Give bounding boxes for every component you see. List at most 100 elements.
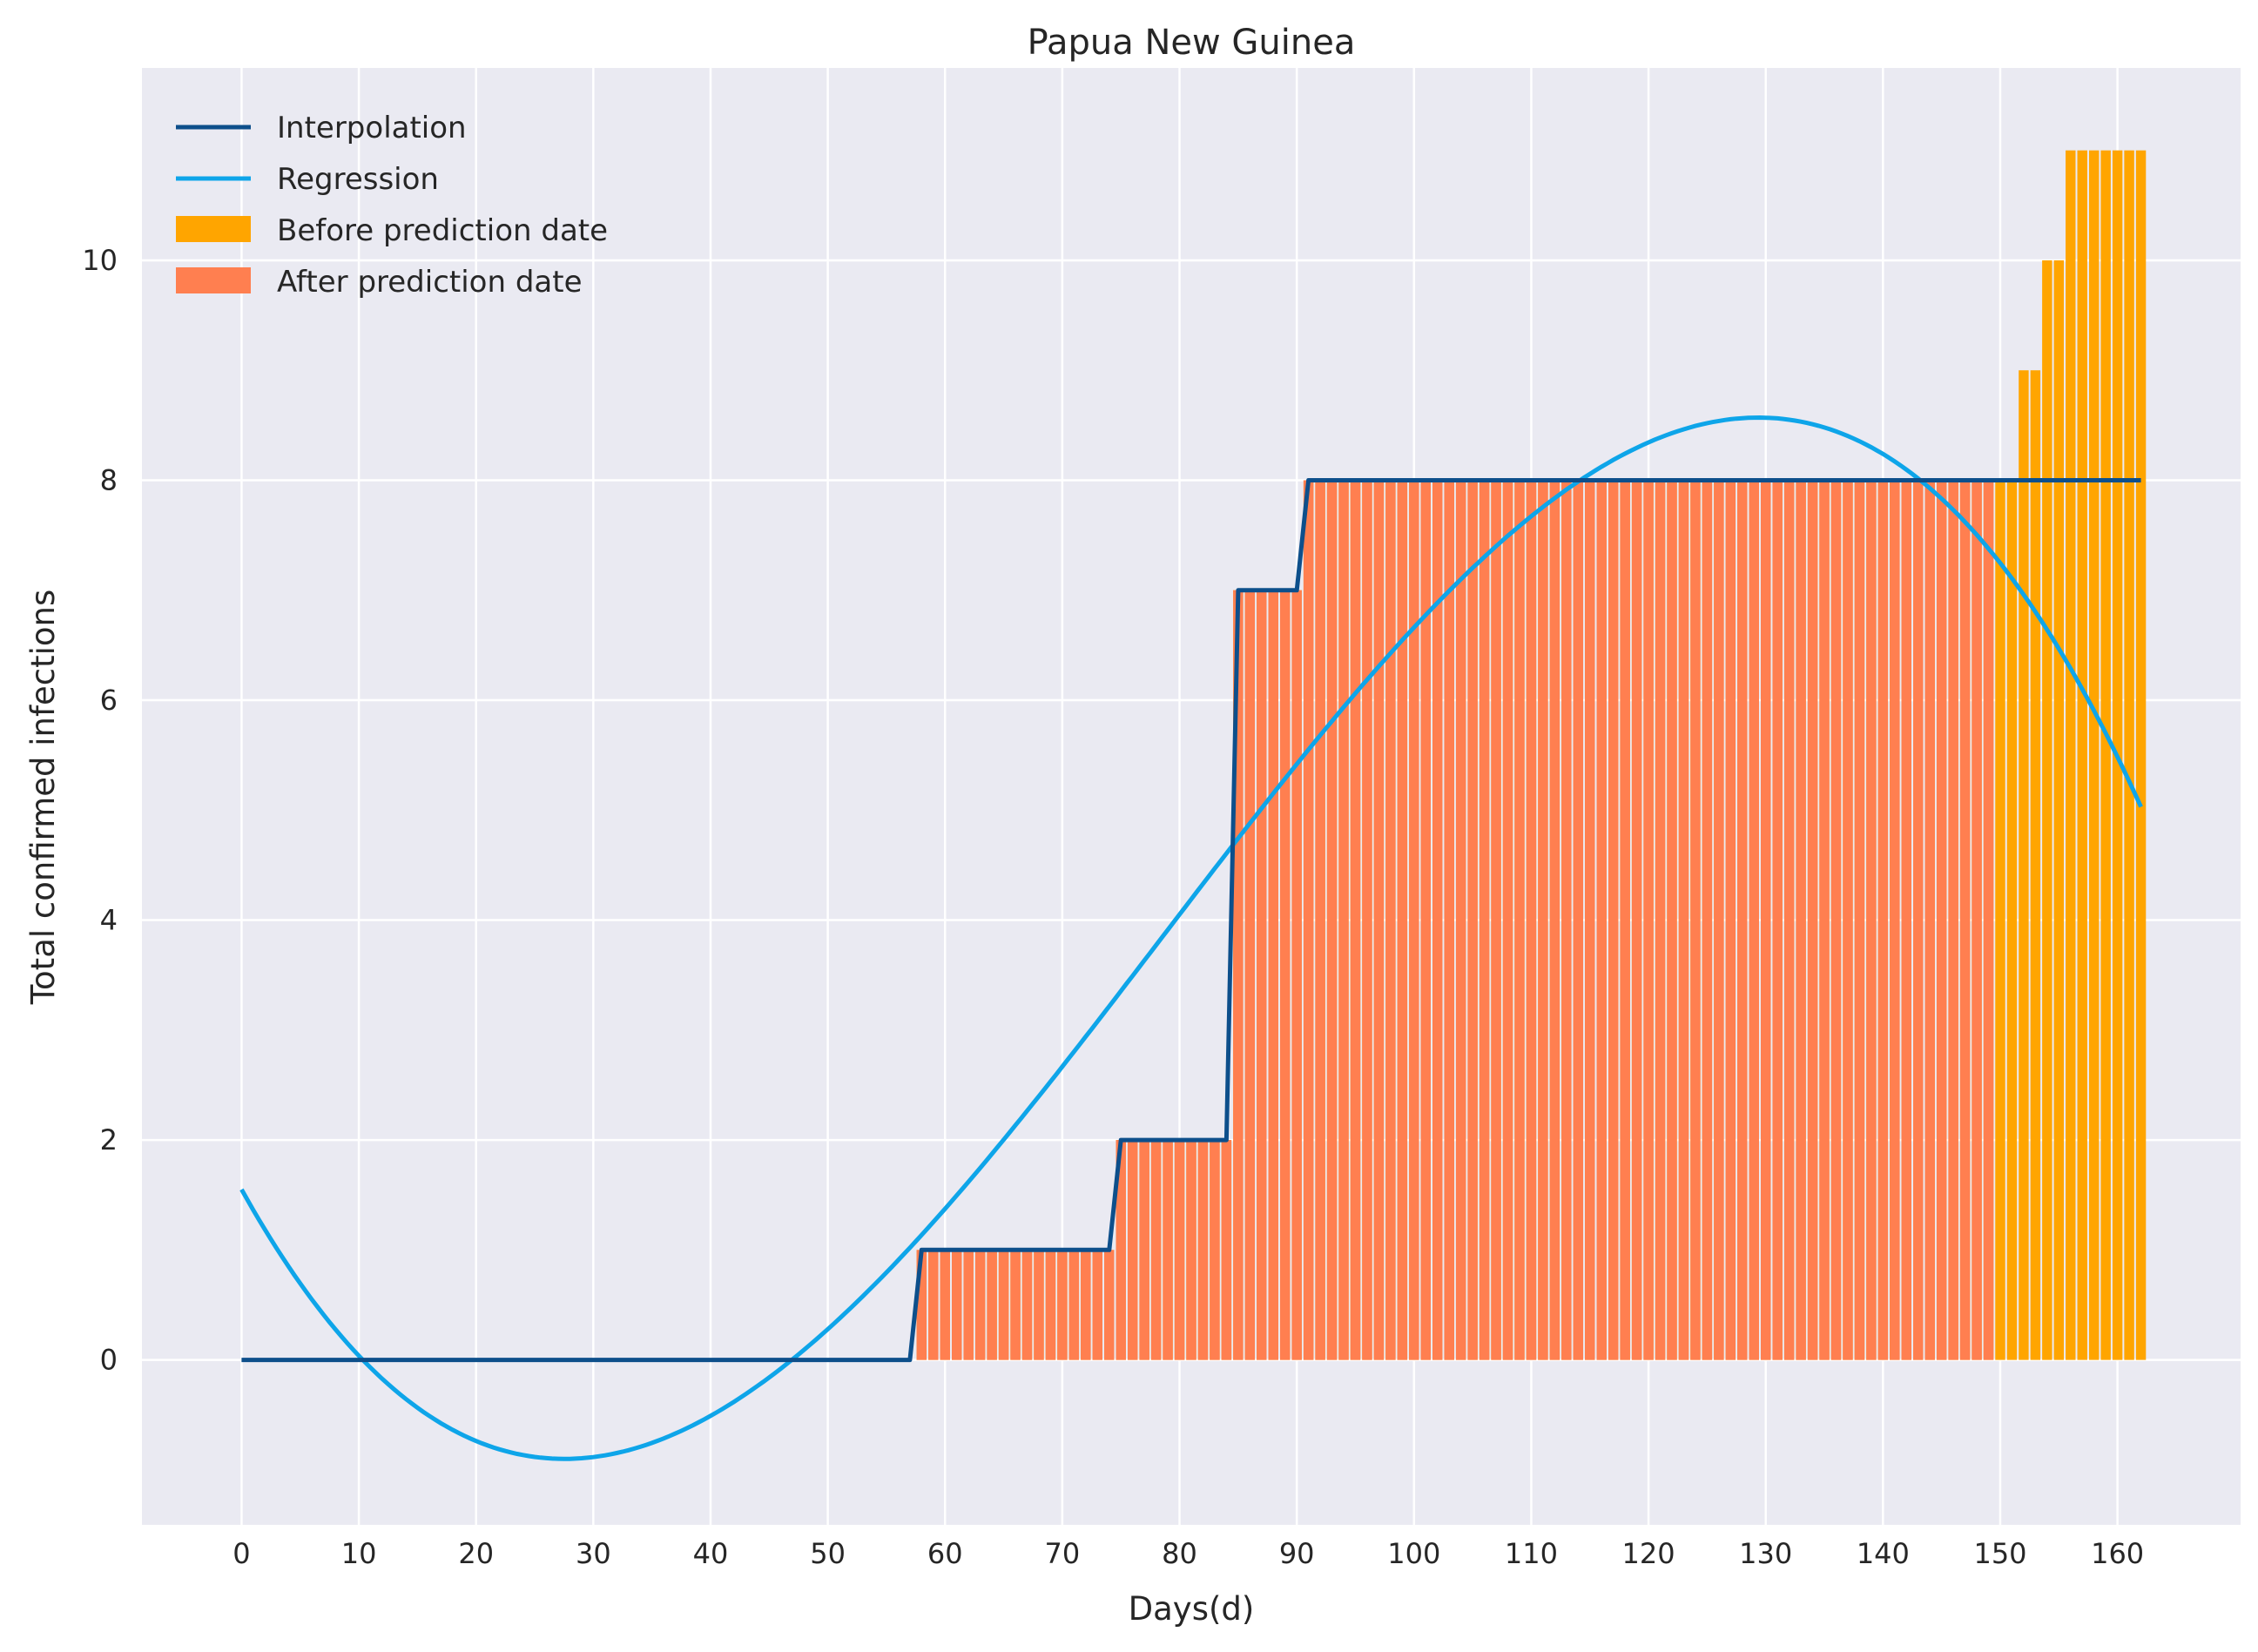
x-tick-label: 30	[576, 1537, 611, 1570]
bar-before-prediction	[2006, 480, 2018, 1360]
bar-after-prediction	[1315, 480, 1325, 1360]
interpolation-line	[241, 478, 2141, 1363]
bar-after-prediction	[1877, 480, 1889, 1360]
bar-after-prediction	[1760, 480, 1771, 1360]
bar-after-prediction	[1526, 480, 1537, 1360]
legend: Interpolation Regression Before predicti…	[176, 111, 608, 300]
bars-after-prediction	[916, 480, 1994, 1360]
bar-after-prediction	[987, 1250, 997, 1360]
legend-label-after-prediction: After prediction date	[277, 265, 583, 300]
bar-after-prediction	[1068, 1250, 1080, 1360]
bar-after-prediction	[1725, 480, 1736, 1360]
x-tick-label: 160	[2091, 1537, 2144, 1570]
bar-after-prediction	[952, 1250, 962, 1360]
x-tick-label: 80	[1162, 1537, 1197, 1570]
bar-after-prediction	[1959, 480, 1971, 1360]
bar-after-prediction	[1186, 1140, 1196, 1360]
bar-before-prediction	[2135, 150, 2147, 1360]
bar-before-prediction	[2088, 150, 2100, 1360]
bar-after-prediction	[1210, 1140, 1220, 1360]
bar-after-prediction	[974, 1250, 986, 1360]
bar-after-prediction	[963, 1250, 974, 1360]
x-tick-label: 50	[810, 1537, 846, 1570]
y-tick-label: 4	[100, 904, 118, 937]
bar-after-prediction	[1350, 480, 1361, 1360]
bar-after-prediction	[1057, 1250, 1068, 1360]
bar-after-prediction	[1491, 480, 1501, 1360]
bar-after-prediction	[1362, 480, 1372, 1360]
bar-after-prediction	[1291, 590, 1302, 1360]
bar-after-prediction	[1373, 480, 1385, 1360]
regression-line	[239, 415, 2143, 1461]
bar-after-prediction	[1502, 480, 1513, 1360]
bar-after-prediction	[1901, 480, 1912, 1360]
bar-after-prediction	[1163, 1140, 1173, 1360]
bar-after-prediction	[1397, 480, 1408, 1360]
x-tick-label: 110	[1505, 1537, 1558, 1570]
y-tick-label: 2	[100, 1123, 118, 1156]
x-tick-label: 100	[1387, 1537, 1440, 1570]
bar-after-prediction	[1913, 480, 1924, 1360]
bar-after-prediction	[1338, 480, 1349, 1360]
bar-after-prediction	[1221, 1140, 1232, 1360]
bar-after-prediction	[1585, 480, 1595, 1360]
bar-after-prediction	[1021, 1250, 1033, 1360]
bar-after-prediction	[1690, 480, 1701, 1360]
bar-after-prediction	[1326, 480, 1338, 1360]
bar-after-prediction	[1608, 480, 1619, 1360]
chart-title: Papua New Guinea	[1028, 23, 1356, 63]
bar-after-prediction	[1667, 480, 1677, 1360]
bar-before-prediction	[2019, 370, 2029, 1360]
x-tick-label: 10	[341, 1537, 377, 1570]
bar-after-prediction	[1573, 480, 1584, 1360]
bar-after-prediction	[1783, 480, 1795, 1360]
bar-after-prediction	[1843, 480, 1853, 1360]
bar-before-prediction	[2042, 260, 2052, 1360]
legend-label-regression: Regression	[277, 162, 439, 197]
y-tick-label: 6	[100, 684, 118, 717]
bar-after-prediction	[1467, 480, 1478, 1360]
bar-after-prediction	[1749, 480, 1759, 1360]
bar-after-prediction	[1714, 480, 1724, 1360]
bar-after-prediction	[1819, 480, 1830, 1360]
bar-after-prediction	[1796, 480, 1806, 1360]
bar-after-prediction	[1455, 480, 1466, 1360]
x-tick-label: 120	[1622, 1537, 1675, 1570]
bar-after-prediction	[998, 1250, 1009, 1360]
bar-after-prediction	[1631, 480, 1642, 1360]
bar-after-prediction	[1385, 480, 1396, 1360]
bar-after-prediction	[1866, 480, 1877, 1360]
bar-after-prediction	[1432, 480, 1443, 1360]
x-tick-label: 70	[1045, 1537, 1081, 1570]
legend-label-interpolation: Interpolation	[277, 111, 467, 145]
bar-after-prediction	[1596, 480, 1607, 1360]
bar-after-prediction	[1409, 480, 1419, 1360]
legend-swatch-after-prediction	[176, 267, 251, 293]
bar-after-prediction	[1561, 480, 1572, 1360]
bar-after-prediction	[940, 1250, 950, 1360]
y-tick-label: 8	[100, 463, 118, 496]
bar-before-prediction	[2100, 150, 2111, 1360]
bar-after-prediction	[1643, 480, 1654, 1360]
bar-after-prediction	[1972, 480, 1982, 1360]
bar-after-prediction	[1104, 1250, 1115, 1360]
bar-after-prediction	[1174, 1140, 1185, 1360]
bar-after-prediction	[1983, 480, 1994, 1360]
bar-after-prediction	[1702, 480, 1713, 1360]
x-tick-label: 60	[927, 1537, 963, 1570]
bar-after-prediction	[1150, 1140, 1162, 1360]
y-axis-label: Total confirmed infections	[24, 590, 62, 1006]
bar-after-prediction	[1303, 480, 1314, 1360]
bar-after-prediction	[928, 1250, 939, 1360]
bar-after-prediction	[1807, 480, 1818, 1360]
x-tick-label: 20	[458, 1537, 494, 1570]
bar-after-prediction	[1420, 480, 1431, 1360]
bar-after-prediction	[1045, 1250, 1056, 1360]
bar-after-prediction	[1244, 590, 1256, 1360]
bar-after-prediction	[1549, 480, 1560, 1360]
bar-after-prediction	[916, 1250, 927, 1360]
bar-before-prediction	[2066, 150, 2076, 1360]
bar-before-prediction	[2077, 150, 2087, 1360]
bar-after-prediction	[1772, 480, 1783, 1360]
